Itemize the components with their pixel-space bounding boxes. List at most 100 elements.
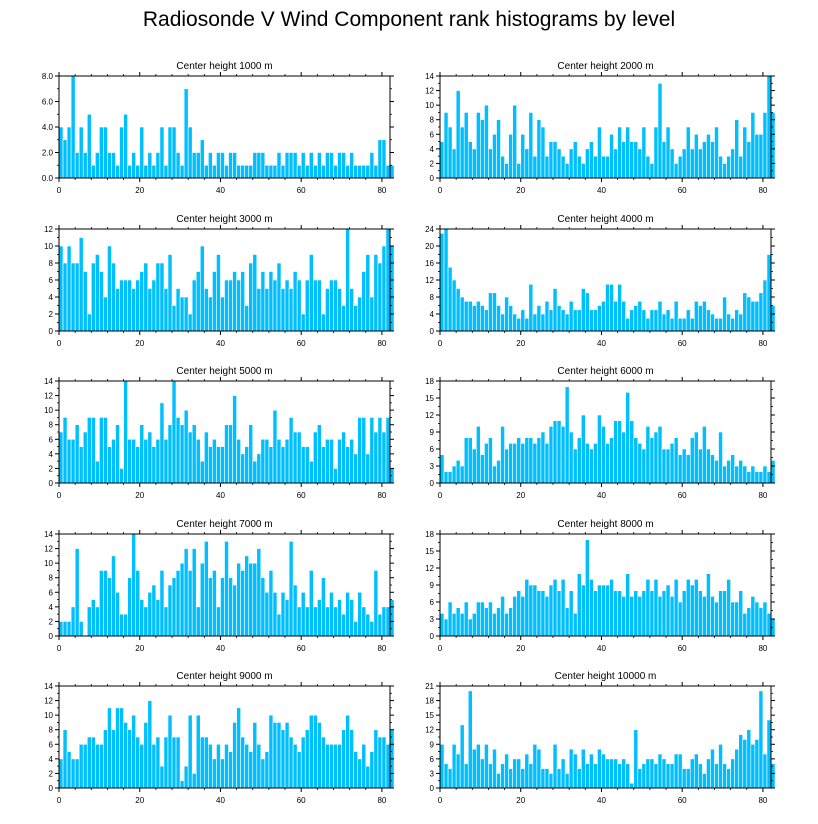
chart-10-bar [564, 773, 570, 789]
chart-6-bar [726, 460, 731, 484]
chart-5-bar [70, 438, 76, 484]
chart-3-bar [82, 271, 88, 332]
chart-1-bar [107, 152, 112, 179]
chart-8-xtick-label: 60 [678, 644, 687, 653]
chart-7-bar [264, 591, 270, 637]
chart-8-bar [758, 607, 764, 637]
chart-5-bar [369, 417, 375, 484]
chart-10-bar [689, 758, 695, 789]
chart-2-bar [710, 141, 715, 179]
chart-10-bar [484, 743, 489, 789]
chart-6-bar [451, 465, 457, 484]
chart-3-bar [264, 288, 270, 332]
chart-1-bar [369, 152, 375, 179]
chart-5-bar [131, 438, 136, 484]
chart-2-ytick-label: 2 [430, 159, 435, 168]
chart-7-bar [240, 570, 245, 637]
chart-6-bar [516, 437, 522, 484]
chart-5-bar [220, 446, 225, 484]
chart-3-title: Center height 3000 m [176, 214, 272, 225]
chart-6-ytick-label: 9 [430, 428, 435, 437]
chart-2-bar [476, 112, 481, 179]
chart-9-ytick-label: 6 [49, 740, 54, 749]
chart-3-bar [357, 296, 363, 332]
chart-1-bar [329, 152, 334, 179]
chart-4-bar [580, 288, 586, 332]
chart-6-bar [669, 443, 675, 484]
chart-9-bar [167, 714, 173, 789]
chart-3-bar [86, 313, 92, 332]
chart-7-bar [135, 570, 141, 637]
chart-4-bar [661, 313, 667, 332]
chart-8-bar [484, 607, 489, 637]
chart-6-bar [681, 448, 687, 484]
chart-9-bar [58, 758, 64, 789]
chart-8-bar [641, 590, 647, 637]
chart-10-bar [633, 729, 639, 789]
chart-1-xtick-label: 20 [135, 186, 144, 195]
chart-10-bar [621, 758, 626, 789]
chart-3-bar [329, 279, 334, 332]
chart-6-bar [544, 443, 550, 484]
chart-7-bar [292, 584, 298, 637]
chart-4-bar [597, 305, 602, 332]
chart-6-ytick-label: 0 [430, 479, 435, 488]
chart-6-bar [661, 448, 667, 484]
chart-7-bar [107, 577, 112, 637]
chart-10-bar [718, 743, 723, 789]
chart-2-bar [556, 148, 562, 179]
chart-9-ytick-label: 8 [49, 726, 54, 735]
chart-10-bar [673, 753, 679, 789]
chart-8-bar [496, 607, 501, 637]
chart-6-bar [504, 448, 509, 484]
chart-10-bar [669, 763, 675, 789]
chart-2-ytick-label: 14 [425, 72, 434, 81]
chart-6-bar [645, 426, 651, 484]
chart-9-bar [337, 743, 342, 789]
chart-1-bar [264, 164, 270, 179]
chart-8-bar [471, 613, 477, 637]
chart-1-bar [333, 164, 338, 179]
chart-5-bar [159, 402, 165, 484]
chart-6-bar [718, 431, 723, 484]
chart-1-bar [224, 164, 229, 179]
chart-2-bar [625, 126, 631, 179]
chart-4-bar [443, 228, 449, 332]
chart-8-bar [447, 601, 453, 637]
chart-2-bar [589, 141, 594, 179]
chart-5-bar [357, 417, 363, 484]
chart-8-bar [702, 596, 707, 637]
chart-7-bar [143, 606, 149, 637]
chart-3-bar [333, 279, 338, 332]
chart-10-bar [605, 758, 610, 789]
chart-10-bar [681, 768, 687, 789]
chart-9-bar [365, 765, 371, 789]
chart-1-bar [284, 152, 290, 179]
chart-3-xtick-label: 60 [297, 339, 306, 348]
chart-5-bar [199, 460, 205, 484]
chart-3-bar [317, 279, 322, 332]
chart-10-xtick-label: 0 [438, 796, 443, 805]
chart-4-bar [528, 283, 534, 332]
chart-1-ytick-label: 4.0 [42, 123, 54, 132]
chart-5-bar [183, 409, 189, 484]
chart-7-bar [171, 577, 177, 637]
chart-6-bar [576, 437, 582, 484]
chart-4-bar [467, 300, 473, 332]
chart-9-bar [349, 729, 354, 789]
chart-1-bar [357, 164, 363, 179]
chart-4-bar [617, 283, 622, 332]
chart-4-bar [633, 305, 639, 332]
chart-3-bar [167, 254, 173, 332]
chart-2-xtick-label: 80 [758, 186, 767, 195]
chart-6-bar [492, 465, 497, 484]
chart-4-bar [722, 296, 727, 332]
chart-9-ytick-label: 4 [49, 755, 54, 764]
chart-9-bar [147, 700, 153, 789]
chart-4-bar [532, 313, 538, 332]
chart-1-bar [252, 152, 258, 179]
chart-9-ytick-label: 0 [49, 784, 54, 793]
chart-4-bar [657, 300, 663, 332]
chart-4-bar [718, 317, 723, 332]
chart-9-bar [111, 729, 116, 789]
